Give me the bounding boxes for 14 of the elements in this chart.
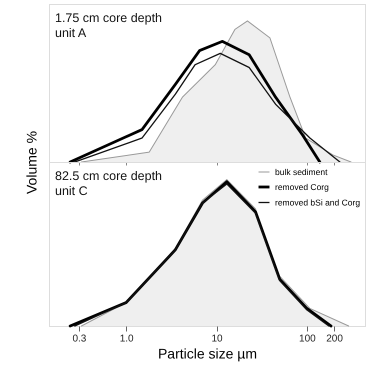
legend-label: removed Corg bbox=[275, 182, 330, 192]
x-axis-title: Particle size µm bbox=[158, 346, 258, 362]
annotation: unit A bbox=[55, 26, 87, 40]
x-tick-label: 200 bbox=[326, 334, 344, 344]
x-tick-label: 1.0 bbox=[120, 334, 134, 344]
legend-label: bulk sediment bbox=[275, 167, 328, 177]
x-tick-label: 10 bbox=[211, 334, 224, 344]
x-tick-label: 100 bbox=[299, 334, 316, 344]
annotation: 1.75 cm core depth bbox=[55, 11, 162, 25]
y-axis-title: Volume % bbox=[24, 130, 40, 194]
annotation: unit C bbox=[55, 184, 88, 198]
annotation: 82.5 cm core depth bbox=[55, 169, 162, 183]
legend-label: removed bSi and Corg bbox=[275, 198, 360, 208]
x-tick-label: 0.3 bbox=[72, 334, 87, 344]
